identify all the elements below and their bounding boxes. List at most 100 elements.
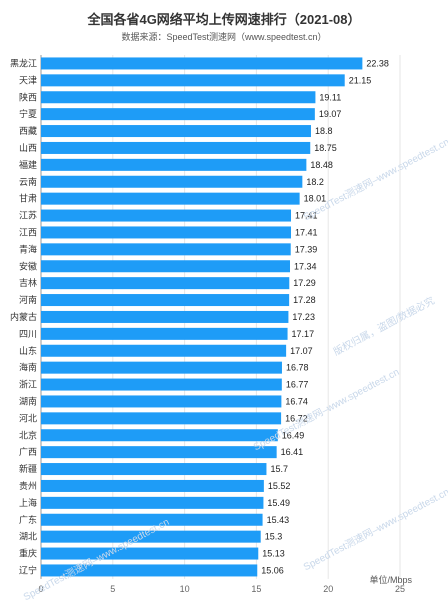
category-label: 陕西 — [19, 91, 37, 102]
data-label: 22.38 — [366, 58, 389, 68]
bar — [41, 108, 315, 121]
data-label: 17.28 — [293, 295, 316, 305]
data-label: 17.07 — [290, 346, 313, 356]
category-label: 湖南 — [19, 395, 37, 406]
bar — [41, 547, 259, 560]
category-label: 广西 — [19, 446, 37, 457]
bar — [41, 361, 282, 374]
category-label: 河北 — [19, 412, 37, 423]
category-label: 广东 — [19, 514, 37, 525]
bar — [41, 395, 282, 408]
category-label: 西藏 — [19, 125, 37, 136]
category-label: 黑龙江 — [10, 57, 37, 68]
data-label: 15.52 — [268, 481, 291, 491]
data-label: 17.34 — [294, 261, 317, 271]
bar — [41, 277, 290, 290]
data-label: 15.49 — [267, 498, 290, 508]
data-label: 18.75 — [314, 143, 337, 153]
category-label: 安徽 — [19, 260, 37, 271]
category-label: 上海 — [19, 497, 37, 508]
bar — [41, 496, 264, 509]
chart-subtitle: 数据来源：SpeedTest测速网（www.speedtest.cn） — [121, 32, 327, 42]
category-label: 北京 — [19, 429, 37, 440]
bar — [41, 513, 263, 526]
data-label: 17.23 — [292, 312, 315, 322]
bar — [41, 209, 292, 222]
data-label: 16.49 — [282, 430, 305, 440]
data-label: 17.17 — [292, 329, 315, 339]
category-label: 四川 — [19, 329, 37, 339]
x-axis-unit-label: 单位/Mbps — [369, 575, 412, 585]
bar — [41, 463, 267, 476]
bar — [41, 412, 282, 425]
data-label: 17.39 — [295, 244, 318, 254]
data-label: 16.72 — [285, 413, 308, 423]
data-label: 15.06 — [261, 565, 284, 575]
data-label: 15.43 — [267, 515, 290, 525]
category-label: 浙江 — [19, 379, 37, 390]
bar — [41, 564, 258, 577]
category-label: 江西 — [19, 227, 37, 237]
bar — [41, 429, 278, 442]
category-label: 山西 — [19, 143, 37, 153]
bar — [41, 226, 292, 239]
data-label: 18.48 — [310, 160, 333, 170]
data-label: 17.41 — [295, 227, 318, 237]
data-label: 18.2 — [306, 177, 324, 187]
category-label: 海南 — [19, 362, 37, 373]
data-label: 19.11 — [319, 92, 341, 102]
bar — [41, 530, 261, 543]
bar — [41, 141, 311, 154]
bar — [41, 294, 290, 307]
data-label: 17.29 — [293, 278, 316, 288]
data-label: 15.7 — [270, 464, 288, 474]
bar — [41, 175, 303, 188]
category-label: 福建 — [19, 159, 37, 170]
category-label: 云南 — [19, 176, 37, 187]
data-label: 15.13 — [262, 549, 285, 559]
bar — [41, 91, 316, 104]
bar — [41, 260, 291, 273]
bar — [41, 158, 307, 171]
data-label: 18.8 — [315, 126, 333, 136]
category-label: 辽宁 — [19, 564, 37, 575]
bar — [41, 192, 300, 205]
category-label: 内蒙古 — [10, 311, 37, 322]
data-label: 19.07 — [319, 109, 342, 119]
bar — [41, 74, 345, 87]
bar — [41, 243, 291, 256]
bar — [41, 310, 289, 323]
data-label: 16.74 — [285, 396, 308, 406]
x-tick-label: 25 — [395, 584, 405, 594]
bar — [41, 125, 311, 138]
category-label: 宁夏 — [19, 108, 37, 119]
bar — [41, 446, 277, 459]
bar — [41, 479, 264, 492]
category-label: 江苏 — [19, 210, 37, 221]
data-label: 16.77 — [286, 380, 309, 390]
bar — [41, 327, 288, 340]
data-label: 16.41 — [281, 447, 304, 457]
x-tick-label: 10 — [180, 584, 190, 594]
category-label: 甘肃 — [19, 193, 37, 204]
x-tick-label: 15 — [251, 584, 261, 594]
x-tick-label: 5 — [110, 584, 115, 594]
data-label: 17.41 — [295, 211, 318, 221]
data-label: 15.3 — [265, 532, 283, 542]
category-label: 吉林 — [19, 277, 37, 288]
x-tick-label: 0 — [38, 584, 43, 594]
x-tick-label: 20 — [323, 584, 333, 594]
chart-title: 全国各省4G网络平均上传网速排行（2021-08） — [87, 12, 361, 27]
category-label: 重庆 — [19, 548, 37, 559]
category-label: 天津 — [19, 75, 37, 85]
bar — [41, 344, 287, 357]
category-label: 河南 — [19, 294, 37, 305]
data-label: 21.15 — [349, 75, 372, 85]
category-label: 山东 — [19, 345, 37, 356]
category-label: 青海 — [19, 243, 37, 254]
data-label: 18.01 — [304, 194, 327, 204]
bar — [41, 57, 363, 70]
data-label: 16.78 — [286, 363, 309, 373]
category-label: 贵州 — [19, 480, 37, 491]
